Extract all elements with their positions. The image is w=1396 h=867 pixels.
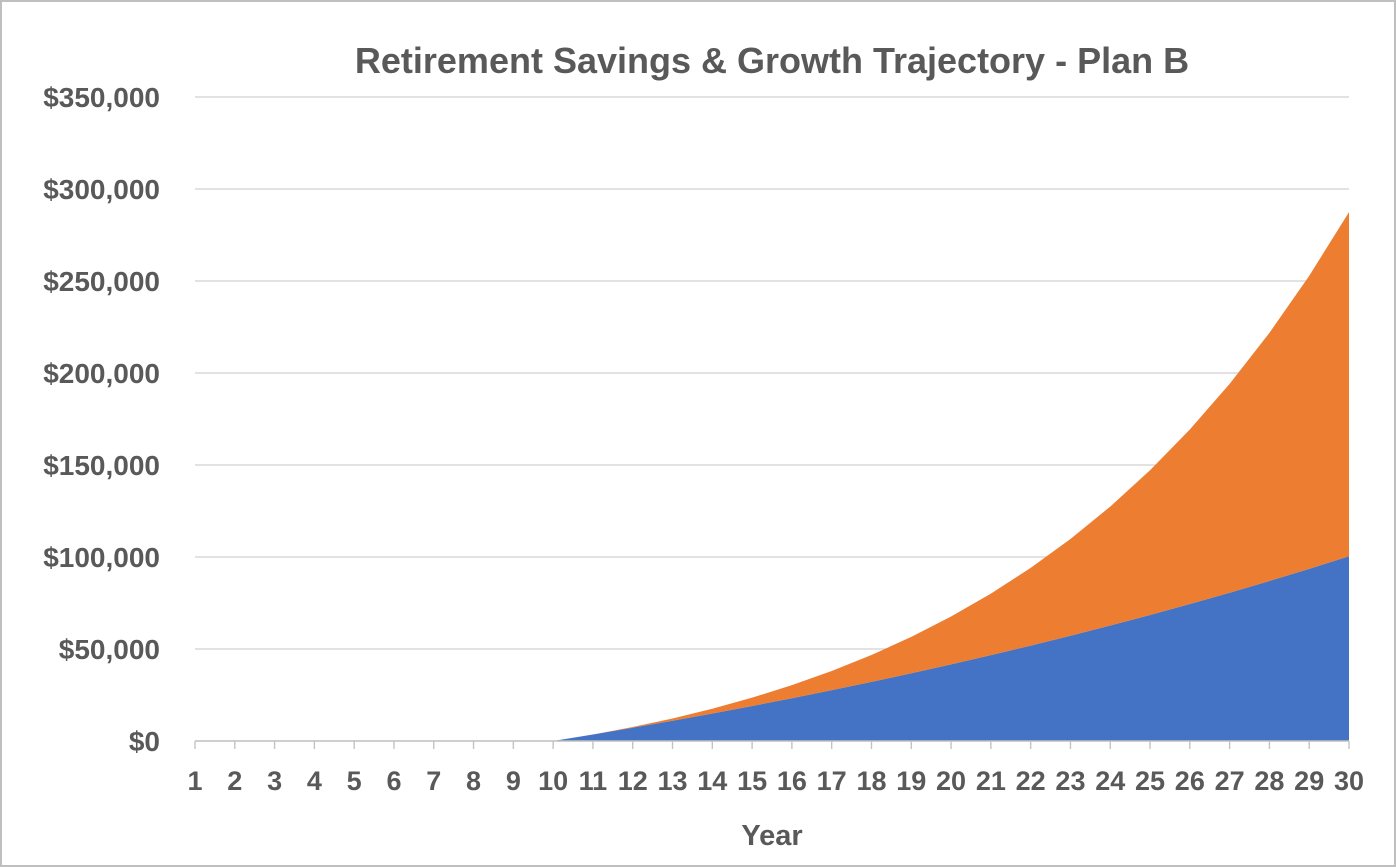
x-axis-tick-label: 30 bbox=[1334, 766, 1364, 796]
x-axis-tick-label: 10 bbox=[538, 766, 568, 796]
orange-area-series bbox=[195, 212, 1349, 741]
x-axis-tick-label: 13 bbox=[657, 766, 687, 796]
x-axis-tick-label: 27 bbox=[1215, 766, 1245, 796]
gridlines bbox=[195, 96, 1349, 650]
x-axis-tick-label: 25 bbox=[1135, 766, 1165, 796]
y-axis-tick-label: $150,000 bbox=[43, 450, 160, 481]
chart-title: Retirement Savings & Growth Trajectory -… bbox=[354, 40, 1190, 81]
x-axis-tick-label: 24 bbox=[1095, 766, 1125, 796]
x-axis-tick-label: 4 bbox=[307, 766, 322, 796]
x-axis-tick-label: 6 bbox=[386, 766, 401, 796]
axis-tick-labels: $0 $50,000 $100,000 $150,000 $200,000 $250,00… bbox=[43, 82, 1364, 796]
y-axis-tick-label: $200,000 bbox=[43, 358, 160, 389]
y-axis-tick-label: $0 bbox=[129, 726, 160, 757]
x-axis-title: Year bbox=[741, 820, 803, 852]
x-axis-tick-label: 5 bbox=[347, 766, 362, 796]
x-axis-tick-label: 20 bbox=[936, 766, 966, 796]
x-axis-tick-label: 3 bbox=[267, 766, 282, 796]
x-axis-tick-label: 14 bbox=[697, 766, 727, 796]
x-axis-tick-label: 9 bbox=[506, 766, 521, 796]
x-axis-tick-label: 23 bbox=[1055, 766, 1085, 796]
x-axis-tick-label: 15 bbox=[737, 766, 767, 796]
y-axis-tick-label: $250,000 bbox=[43, 266, 160, 297]
x-axis-tick-label: 1 bbox=[187, 766, 202, 796]
x-axis-tick-label: 11 bbox=[579, 766, 608, 796]
x-axis-tick-label: 26 bbox=[1175, 766, 1205, 796]
y-axis-tick-label: $50,000 bbox=[59, 634, 160, 665]
x-axis-tick-label: 17 bbox=[817, 766, 847, 796]
x-axis-tick-label: 21 bbox=[976, 766, 1006, 796]
x-axis-tick-label: 8 bbox=[466, 766, 481, 796]
x-axis-tick-label: 7 bbox=[426, 766, 441, 796]
x-axis-tick-label: 18 bbox=[856, 766, 886, 796]
x-axis-tick-label: 22 bbox=[1016, 766, 1046, 796]
x-axis-tick-label: 16 bbox=[777, 766, 807, 796]
x-axis-tick-label: 28 bbox=[1254, 766, 1284, 796]
x-axis-tick-label: 2 bbox=[227, 766, 242, 796]
x-axis-tick-label: 19 bbox=[896, 766, 926, 796]
y-axis-tick-label: $100,000 bbox=[43, 542, 160, 573]
y-axis-tick-label: $300,000 bbox=[43, 174, 160, 205]
blue-area-series bbox=[195, 556, 1349, 741]
stacked-areas bbox=[195, 212, 1349, 741]
axes bbox=[194, 740, 1350, 749]
x-axis-tick-label: 29 bbox=[1294, 766, 1324, 796]
y-axis-tick-label: $350,000 bbox=[43, 82, 160, 113]
x-axis-tick-label: 12 bbox=[618, 766, 648, 796]
